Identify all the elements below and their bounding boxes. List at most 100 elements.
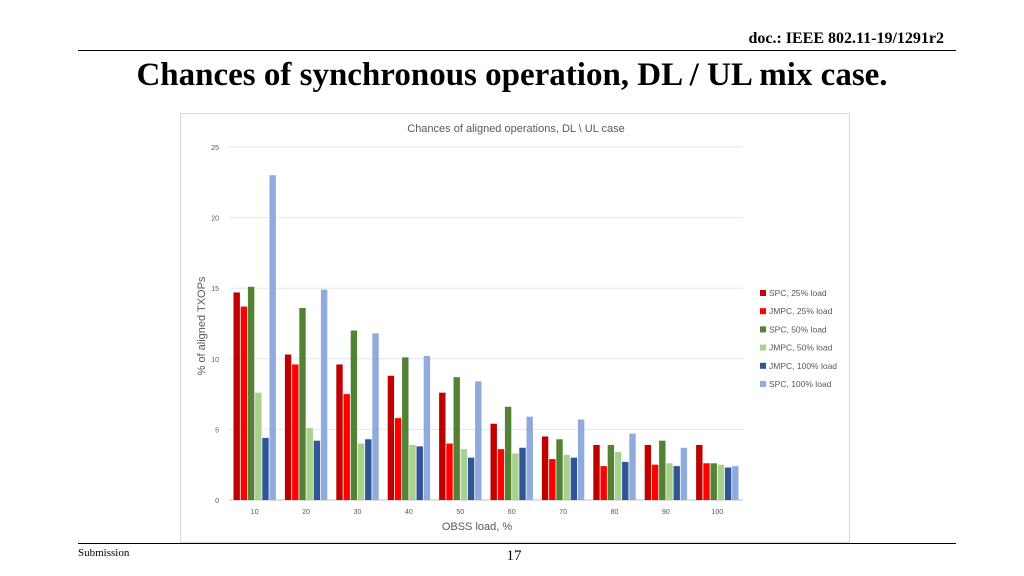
x-tick-label: 40 [405, 509, 413, 516]
y-tick-label: 5 [215, 427, 219, 434]
bar-jmpc-100-load-100 [724, 467, 732, 500]
bar-jmpc-100-load-30 [365, 439, 372, 500]
bar-spc-100-load-80 [629, 433, 636, 500]
x-tick-label: 10 [251, 509, 259, 516]
y-tick-label: 15 [211, 286, 219, 293]
bar-jmpc-25-load-90 [651, 464, 659, 500]
x-tick-label: 80 [611, 509, 619, 516]
y-tick-label: 25 [211, 145, 219, 152]
y-tick-label: 10 [211, 357, 219, 364]
bar-jmpc-25-load-60 [497, 449, 505, 500]
legend-label: SPC, 25% load [769, 288, 827, 298]
legend-swatch [760, 344, 766, 351]
bar-spc-25-load-50 [439, 392, 446, 500]
bar-spc-50-load-60 [504, 406, 512, 500]
bar-jmpc-50-load-90 [666, 463, 673, 500]
bar-spc-100-load-40 [423, 355, 431, 500]
bar-jmpc-50-load-50 [460, 449, 468, 500]
bar-spc-50-load-50 [453, 377, 460, 500]
document-id: doc.: IEEE 802.11-19/1291r2 [748, 30, 944, 47]
bar-spc-100-load-100 [732, 466, 739, 500]
bar-jmpc-25-load-100 [703, 463, 710, 500]
bar-spc-25-load-60 [490, 423, 497, 500]
bar-jmpc-100-load-20 [313, 440, 321, 500]
bar-spc-50-load-30 [350, 330, 358, 500]
bar-spc-25-load-10 [233, 292, 240, 500]
bars [233, 175, 739, 501]
x-tick-label: 30 [354, 509, 362, 516]
legend-swatch [760, 308, 766, 315]
bar-chart: Chances of aligned operations, DL \ UL c… [196, 123, 837, 533]
bar-jmpc-25-load-40 [394, 418, 402, 500]
bar-jmpc-100-load-40 [416, 446, 423, 500]
bar-jmpc-25-load-50 [446, 443, 453, 500]
bar-spc-100-load-50 [475, 381, 482, 500]
bar-spc-50-load-10 [247, 286, 255, 500]
page-number: 17 [506, 548, 522, 564]
bar-spc-25-load-30 [336, 364, 343, 500]
bar-jmpc-100-load-80 [622, 461, 629, 500]
bar-spc-50-load-100 [710, 463, 717, 500]
legend-label: JMPC, 25% load [769, 306, 833, 316]
legend-swatch [760, 362, 766, 369]
bar-spc-100-load-90 [680, 447, 688, 500]
bar-spc-50-load-40 [402, 357, 409, 500]
x-tick-label: 50 [456, 509, 464, 516]
x-tick-label: 70 [559, 509, 567, 516]
bar-jmpc-50-load-30 [357, 443, 365, 500]
bar-spc-100-load-60 [526, 416, 533, 500]
bar-spc-25-load-20 [284, 354, 292, 500]
legend-swatch [760, 381, 766, 387]
bar-jmpc-25-load-10 [240, 306, 248, 500]
x-tick-label: 100 [711, 509, 723, 516]
bar-jmpc-25-load-80 [600, 466, 607, 500]
legend-label: JMPC, 100% load [769, 361, 837, 371]
bar-spc-25-load-90 [644, 444, 652, 500]
bar-jmpc-25-load-70 [549, 459, 556, 500]
x-axis-label: OBSS load, % [442, 521, 513, 533]
footer-divider [78, 543, 956, 544]
y-tick-label: 0 [215, 498, 219, 505]
x-tick-labels: 10 20 30 40 50 60 70 80 90 100 [251, 509, 723, 516]
legend-label: SPC, 100% load [769, 379, 832, 389]
bar-spc-50-load-90 [659, 440, 666, 500]
legend: SPC, 25% load JMPC, 25% load SPC, 50% load… [760, 288, 837, 389]
submission-label: Submission [78, 547, 130, 559]
legend-swatch [760, 290, 766, 296]
bar-jmpc-50-load-10 [255, 392, 262, 500]
bar-spc-25-load-40 [387, 375, 395, 500]
bar-jmpc-100-load-50 [467, 457, 475, 500]
bar-spc-50-load-70 [556, 439, 563, 500]
bar-spc-50-load-20 [299, 307, 306, 500]
bar-spc-100-load-20 [320, 289, 328, 500]
bar-jmpc-25-load-20 [292, 364, 299, 500]
bar-spc-100-load-30 [372, 333, 379, 500]
header-divider [78, 50, 956, 51]
y-axis-label: % of aligned TXOPs [196, 276, 208, 375]
x-tick-label: 60 [508, 509, 516, 516]
y-tick-label: 20 [211, 216, 219, 223]
chart-title: Chances of aligned operations, DL \ UL c… [407, 123, 624, 135]
bar-spc-100-load-70 [577, 419, 585, 500]
bar-jmpc-50-load-40 [409, 444, 416, 500]
bar-jmpc-100-load-60 [519, 447, 526, 500]
bar-spc-100-load-10 [269, 175, 276, 501]
legend-label: SPC, 50% load [769, 324, 827, 334]
bar-spc-50-load-80 [607, 444, 615, 500]
bar-spc-25-load-70 [541, 436, 549, 500]
bar-jmpc-100-load-90 [673, 466, 680, 500]
chart-container: Chances of aligned operations, DL \ UL c… [180, 113, 850, 543]
legend-swatch [760, 326, 766, 333]
bar-jmpc-50-load-20 [306, 427, 313, 500]
bar-jmpc-50-load-70 [563, 454, 570, 500]
gridlines [229, 146, 743, 501]
legend-label: JMPC, 50% load [769, 343, 833, 353]
x-tick-label: 90 [662, 509, 670, 516]
bar-jmpc-50-load-60 [512, 453, 519, 500]
y-tick-labels: 0 5 10 15 20 25 [211, 145, 219, 505]
bar-jmpc-100-load-10 [262, 437, 269, 500]
bar-jmpc-25-load-30 [343, 394, 350, 500]
x-tick-label: 20 [302, 509, 310, 516]
bar-spc-25-load-80 [593, 444, 600, 500]
bar-jmpc-50-load-100 [717, 464, 725, 500]
